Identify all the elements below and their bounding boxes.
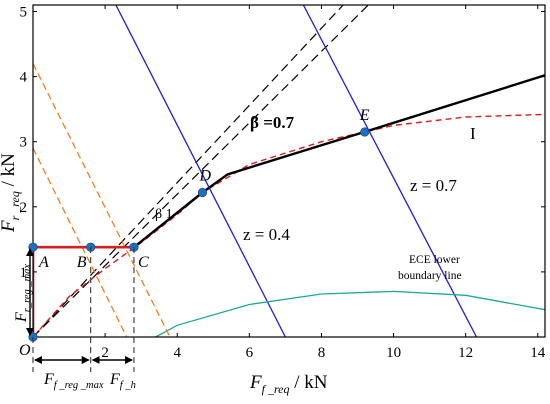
point-d: [197, 187, 208, 198]
series-line-0: [33, 5, 344, 337]
chart-axes: [32, 4, 546, 338]
x-tick-label: 6: [246, 345, 254, 361]
red-polyline: [33, 245, 134, 337]
y-tick-label: 5: [20, 5, 28, 21]
series-line-7: [33, 63, 171, 337]
x-tick-label: 10: [386, 345, 401, 361]
point-label-c: C: [138, 254, 149, 271]
x-axis-label: Ff _req / kN: [249, 372, 328, 396]
series-line-4: [115, 5, 286, 337]
y-tick-label: 2: [20, 200, 28, 216]
annotation-z07: z = 0.7: [410, 176, 457, 195]
series-line-3: [133, 74, 545, 249]
point-e: [360, 127, 370, 137]
y-tick-label: 3: [20, 135, 28, 151]
point-label-b: B: [77, 254, 87, 271]
y-axis-label: Fr _req / kN: [0, 153, 22, 233]
annotation-ece-2: boundary line: [398, 270, 462, 282]
annotation-ff-h: Ff _h: [109, 371, 136, 391]
annotation-ff-reg-max: Ff _reg _max: [43, 371, 104, 391]
point-label-d: D: [198, 167, 211, 184]
series-line-6: [155, 290, 545, 337]
annotation-z04: z = 0.4: [243, 225, 290, 244]
y-tick-label: 4: [20, 70, 28, 86]
annotation-beta07: β =0.7: [250, 113, 295, 132]
annotation-curve-i: I: [470, 124, 476, 143]
series-line-1: [33, 5, 369, 337]
chart-points: O A B C D E: [19, 107, 370, 359]
x-tick-label: 12: [458, 345, 473, 361]
point-label-o: O: [19, 342, 31, 359]
series-line-5: [302, 5, 478, 337]
annotation-beta1: β 1: [155, 207, 173, 222]
chart-lines: [33, 5, 545, 337]
x-tick-label: 4: [173, 345, 181, 361]
chart-annotations: β =0.7 β 1 z = 0.4 z = 0.7 I ECE lower b…: [13, 113, 476, 391]
series-line-8: [33, 147, 128, 337]
point-label-a: A: [38, 254, 49, 271]
axes-frame: [32, 4, 546, 338]
point-label-e: E: [359, 107, 370, 124]
annotation-ece-1: ECE lower: [409, 254, 460, 266]
x-tick-label: 14: [530, 345, 546, 361]
y-tick-label: 1: [20, 265, 28, 281]
y-axis-label-group: Fr _req / kN: [0, 153, 22, 233]
x-tick-label: 8: [318, 345, 326, 361]
x-tick-label: 2: [101, 345, 109, 361]
